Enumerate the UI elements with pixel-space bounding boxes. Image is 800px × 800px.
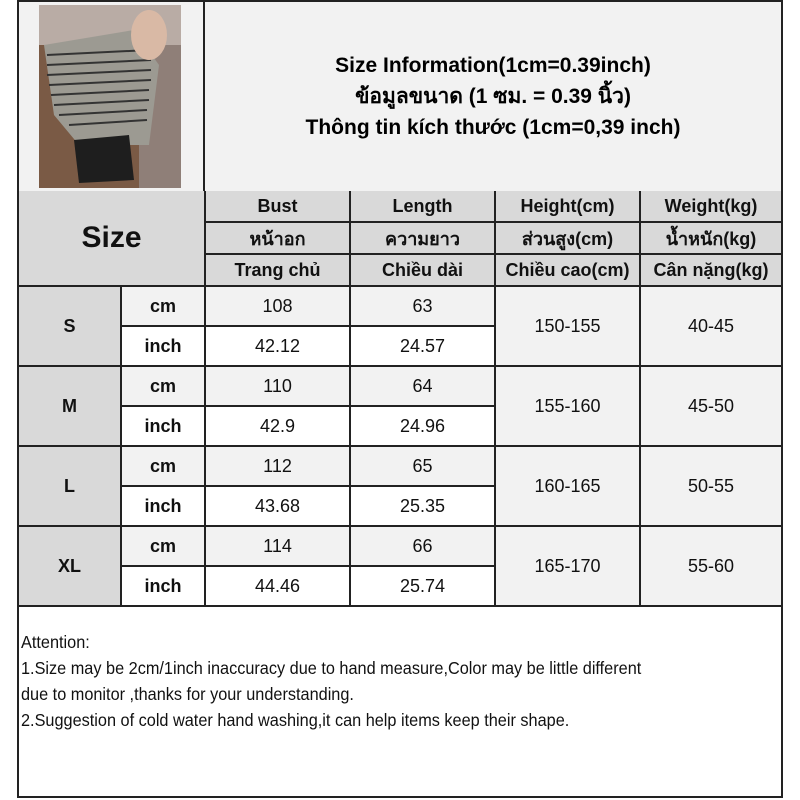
attention-note-1: 1.Size may be 2cm/1inch inaccuracy due t… xyxy=(21,658,642,678)
unit-cm: cm xyxy=(120,286,206,327)
size-row-inch: inch 42.12 24.57 xyxy=(19,325,781,367)
top-section: Size Information(1cm=0.39inch) ข้อมูลขนา… xyxy=(19,2,781,193)
size-row-inch: inch 44.46 25.74 xyxy=(19,565,781,607)
col-height-en: Height(cm) xyxy=(494,191,641,223)
col-weight-vi: Cân nặng(kg) xyxy=(639,253,781,287)
col-bust-en: Bust xyxy=(204,191,351,223)
col-bust-vi: Trang chủ xyxy=(205,253,351,287)
bust-cm: 108 xyxy=(204,286,351,327)
bust-inch: 43.68 xyxy=(204,485,351,527)
title-thai: ข้อมูลขนาด (1 ซม. = 0.39 นิ้ว) xyxy=(355,85,631,108)
length-cm: 65 xyxy=(349,445,496,487)
unit-inch: inch xyxy=(121,485,206,527)
unit-cm: cm xyxy=(120,445,206,487)
size-label: M xyxy=(19,365,122,447)
length-cm: 64 xyxy=(349,365,496,407)
header-row-english: Size Bust Length Height(cm) Weight(kg) xyxy=(19,191,781,287)
size-row-inch: inch 42.9 24.96 xyxy=(19,405,781,447)
product-photo-icon xyxy=(39,5,181,188)
bust-inch: 42.9 xyxy=(204,405,351,447)
length-cm: 63 xyxy=(349,286,496,327)
unit-inch: inch xyxy=(121,405,206,447)
height-range: 165-170 xyxy=(494,525,641,607)
attention-notes: Attention: 1.Size may be 2cm/1inch inacc… xyxy=(21,629,784,733)
col-bust-th: หน้าอก xyxy=(205,221,351,255)
bust-cm: 114 xyxy=(204,525,351,567)
unit-cm: cm xyxy=(120,365,206,407)
length-inch: 24.57 xyxy=(349,325,495,367)
col-height-th: ส่วนสูง(cm) xyxy=(494,221,641,255)
weight-range: 55-60 xyxy=(639,525,781,607)
size-chart: Size Information(1cm=0.39inch) ข้อมูลขนา… xyxy=(17,0,783,798)
product-photo xyxy=(39,5,181,188)
height-range: 155-160 xyxy=(494,365,641,447)
col-length-en: Length xyxy=(349,191,496,223)
weight-range: 40-45 xyxy=(639,286,781,367)
length-inch: 25.74 xyxy=(349,565,495,607)
attention-note-2: 2.Suggestion of cold water hand washing,… xyxy=(21,710,570,730)
size-table: Size Bust Length Height(cm) Weight(kg) ห… xyxy=(19,191,781,607)
length-inch: 24.96 xyxy=(349,405,495,447)
length-inch: 25.35 xyxy=(349,485,495,527)
attention-note-1-cont: due to monitor ,thanks for your understa… xyxy=(21,684,354,704)
col-weight-th: น้ำหนัก(kg) xyxy=(639,221,781,255)
photo-cell xyxy=(19,2,205,191)
bust-inch: 42.12 xyxy=(204,325,351,367)
bust-cm: 112 xyxy=(204,445,351,487)
size-header: Size xyxy=(19,191,206,287)
col-weight-en: Weight(kg) xyxy=(639,191,781,223)
size-label: XL xyxy=(19,525,122,607)
unit-cm: cm xyxy=(120,525,206,567)
size-label: S xyxy=(19,286,122,367)
unit-inch: inch xyxy=(121,565,206,607)
header-row-vietnamese: Trang chủ Chiều dài Chiều cao(cm) Cân nặ… xyxy=(19,253,781,287)
title-english: Size Information(1cm=0.39inch) xyxy=(335,54,651,77)
weight-range: 50-55 xyxy=(639,445,781,527)
weight-range: 45-50 xyxy=(639,365,781,447)
size-label: L xyxy=(19,445,122,527)
col-length-vi: Chiều dài xyxy=(349,253,496,287)
title-vietnamese: Thông tin kích thước (1cm=0,39 inch) xyxy=(305,116,681,139)
size-row-inch: inch 43.68 25.35 xyxy=(19,485,781,527)
size-row-cm: XL cm 114 66 165-170 55-60 xyxy=(19,525,781,607)
header-row-thai: หน้าอก ความยาว ส่วนสูง(cm) น้ำหนัก(kg) xyxy=(19,221,781,255)
length-cm: 66 xyxy=(349,525,496,567)
height-range: 150-155 xyxy=(494,286,641,367)
attention-heading: Attention: xyxy=(21,632,90,652)
title-block: Size Information(1cm=0.39inch) ข้อมูลขนา… xyxy=(205,2,781,191)
bust-cm: 110 xyxy=(204,365,351,407)
height-range: 160-165 xyxy=(494,445,641,527)
unit-inch: inch xyxy=(121,325,206,367)
col-height-vi: Chiều cao(cm) xyxy=(494,253,641,287)
bust-inch: 44.46 xyxy=(204,565,351,607)
col-length-th: ความยาว xyxy=(349,221,496,255)
